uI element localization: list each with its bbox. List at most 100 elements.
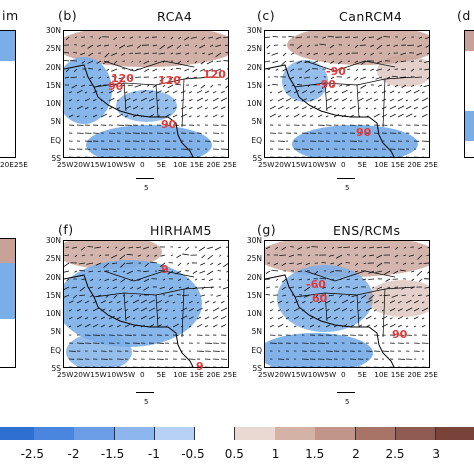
lat-label: 15N — [45, 290, 61, 300]
wind-vector — [188, 308, 195, 312]
wind-vector — [172, 98, 177, 102]
wind-vector — [349, 309, 354, 312]
wind-vector — [304, 76, 311, 79]
wind-vector — [64, 294, 70, 298]
colorbar-tick-label: 3 — [432, 447, 441, 461]
wind-vector — [325, 324, 331, 328]
wind-vector — [269, 309, 273, 312]
wind-vector — [354, 60, 359, 63]
wind-vector — [405, 317, 409, 320]
lat-label: 20N — [45, 272, 61, 282]
wind-vector — [381, 98, 387, 102]
wind-vector — [97, 270, 102, 273]
wind-vector — [80, 246, 86, 251]
wind-vector — [130, 278, 134, 282]
wind-vector — [319, 277, 327, 280]
wind-vector — [81, 278, 86, 281]
wind-vector — [158, 52, 166, 55]
wind-vector — [226, 270, 228, 273]
wind-vector — [212, 307, 220, 312]
wind-vector — [293, 316, 299, 320]
reference-vector-label: 5 — [144, 184, 149, 192]
wind-vector — [196, 316, 202, 320]
lon-label: 5E — [357, 160, 367, 169]
wind-vector — [333, 316, 338, 320]
lat-label: 30N — [246, 26, 262, 35]
wind-vector — [296, 60, 303, 64]
wind-vector — [363, 52, 367, 56]
wind-vector — [331, 286, 335, 290]
colorbar-cell — [194, 427, 236, 440]
wind-vector — [265, 60, 271, 63]
wind-vector — [138, 294, 142, 297]
wind-vector — [306, 52, 311, 56]
wind-vector — [188, 115, 192, 118]
wind-vector — [363, 262, 367, 265]
wind-vector — [307, 278, 311, 281]
wind-vector — [220, 97, 228, 102]
wind-vector — [92, 300, 97, 304]
wind-vector — [285, 317, 290, 320]
colorbar-tick-label: -2.5 — [20, 447, 44, 461]
wind-vector — [397, 324, 402, 328]
wind-vector — [357, 107, 361, 110]
wind-vector — [291, 84, 295, 87]
wind-vector — [301, 325, 305, 328]
wind-vector — [373, 300, 380, 304]
wind-vector — [215, 52, 222, 58]
wind-vector — [265, 278, 271, 280]
lon-label: 5W — [324, 160, 337, 169]
wind-vector — [376, 44, 383, 50]
wind-vector — [72, 294, 78, 299]
anomaly-shading — [265, 333, 373, 367]
wind-vector — [212, 106, 218, 110]
wind-vector — [275, 246, 279, 250]
wind-vector — [400, 60, 407, 63]
wind-vector — [148, 307, 156, 312]
wind-vector — [317, 99, 322, 102]
wind-vector — [354, 246, 359, 250]
contour-annotation: 120 — [111, 72, 134, 85]
wind-vector — [212, 97, 219, 102]
lat-label: 10N — [45, 99, 61, 109]
wind-vector — [204, 300, 210, 304]
wind-vector — [172, 323, 180, 328]
wind-vector — [418, 278, 423, 282]
wind-vector — [365, 307, 373, 312]
wind-vector — [333, 114, 340, 118]
wind-vector — [71, 286, 78, 289]
wind-vector — [359, 76, 367, 80]
lat-label: 10N — [246, 309, 262, 319]
wind-vector — [403, 254, 407, 257]
wind-vector — [265, 246, 271, 250]
wind-vector — [341, 89, 348, 94]
wind-vector — [354, 270, 359, 273]
wind-vector — [86, 262, 94, 265]
colorbar-tick-label: 1 — [271, 447, 280, 461]
contour-annotation: 90 — [392, 328, 408, 341]
lat-label: 5N — [251, 327, 262, 337]
wind-vector — [273, 262, 279, 266]
wind-vector — [347, 294, 351, 297]
wind-vector — [393, 270, 399, 275]
wind-vector — [224, 44, 228, 47]
wind-vector — [399, 269, 407, 272]
wind-vector — [119, 254, 126, 260]
wind-vector — [74, 36, 78, 39]
wind-vector — [315, 294, 319, 298]
wind-vector — [92, 316, 97, 320]
wind-vector — [204, 99, 209, 102]
wind-vector — [341, 299, 349, 304]
wind-vector — [182, 294, 190, 297]
wind-vector — [301, 90, 308, 94]
wind-vector — [376, 36, 383, 41]
wind-vector — [177, 278, 182, 281]
wind-vector — [357, 301, 362, 304]
panel-b-letter: (b) — [58, 8, 78, 23]
wind-vector — [285, 97, 292, 102]
wind-vector — [176, 254, 182, 258]
wind-vector — [413, 316, 419, 320]
wind-vector — [293, 106, 299, 110]
wind-vector — [265, 270, 271, 274]
wind-vector — [283, 84, 287, 87]
